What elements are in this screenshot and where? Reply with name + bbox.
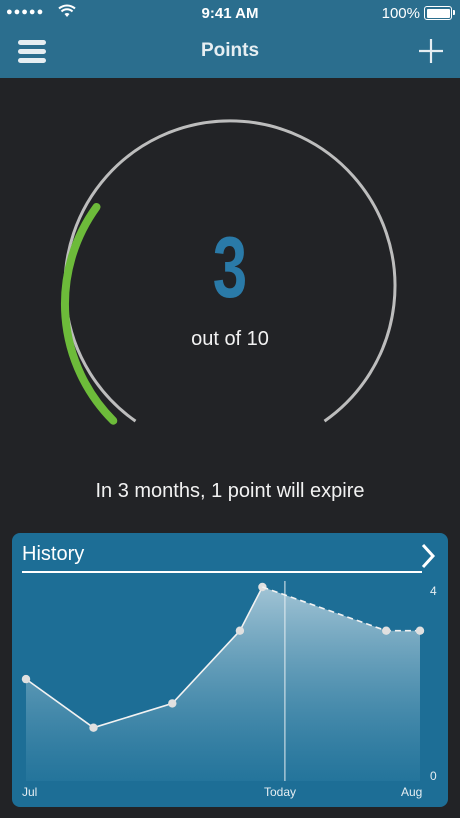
history-header[interactable]: History: [22, 541, 438, 573]
history-divider: [22, 571, 422, 573]
history-point: [235, 626, 245, 635]
history-area: [26, 587, 420, 781]
y-tick-max: 4: [430, 584, 437, 598]
battery-percentage: 100%: [381, 5, 420, 22]
points-caption: out of 10: [191, 328, 269, 350]
points-value: 3: [212, 220, 248, 316]
y-tick-min: 0: [430, 769, 437, 783]
history-chart: [21, 581, 425, 781]
points-gauge: [60, 119, 397, 425]
signal-strength-icon: ●●●●●: [6, 6, 45, 18]
navigation-bar: Points: [0, 26, 460, 78]
history-point: [382, 626, 391, 635]
history-point: [168, 699, 177, 708]
x-tick-aug: Aug: [401, 785, 423, 799]
hamburger-menu-icon[interactable]: [16, 38, 50, 66]
gauge-progress: [60, 203, 118, 425]
history-point: [21, 674, 31, 684]
history-point: [415, 626, 425, 635]
history-point: [89, 723, 98, 732]
history-card: History Jul Today Aug 4 0: [12, 533, 448, 807]
battery-icon: [424, 6, 455, 20]
x-tick-today: Today: [264, 785, 297, 799]
plus-icon[interactable]: [416, 36, 446, 66]
wifi-icon: [58, 4, 76, 17]
x-tick-jul: Jul: [22, 785, 38, 799]
page-title: Points: [200, 40, 260, 61]
history-title: History: [22, 543, 85, 565]
status-bar: ●●●●● 9:41 AM 100%: [0, 0, 460, 26]
chevron-right-icon[interactable]: [418, 541, 438, 571]
clock: 9:41 AM: [201, 5, 259, 22]
expire-message: In 3 months, 1 point will expire: [95, 480, 365, 502]
